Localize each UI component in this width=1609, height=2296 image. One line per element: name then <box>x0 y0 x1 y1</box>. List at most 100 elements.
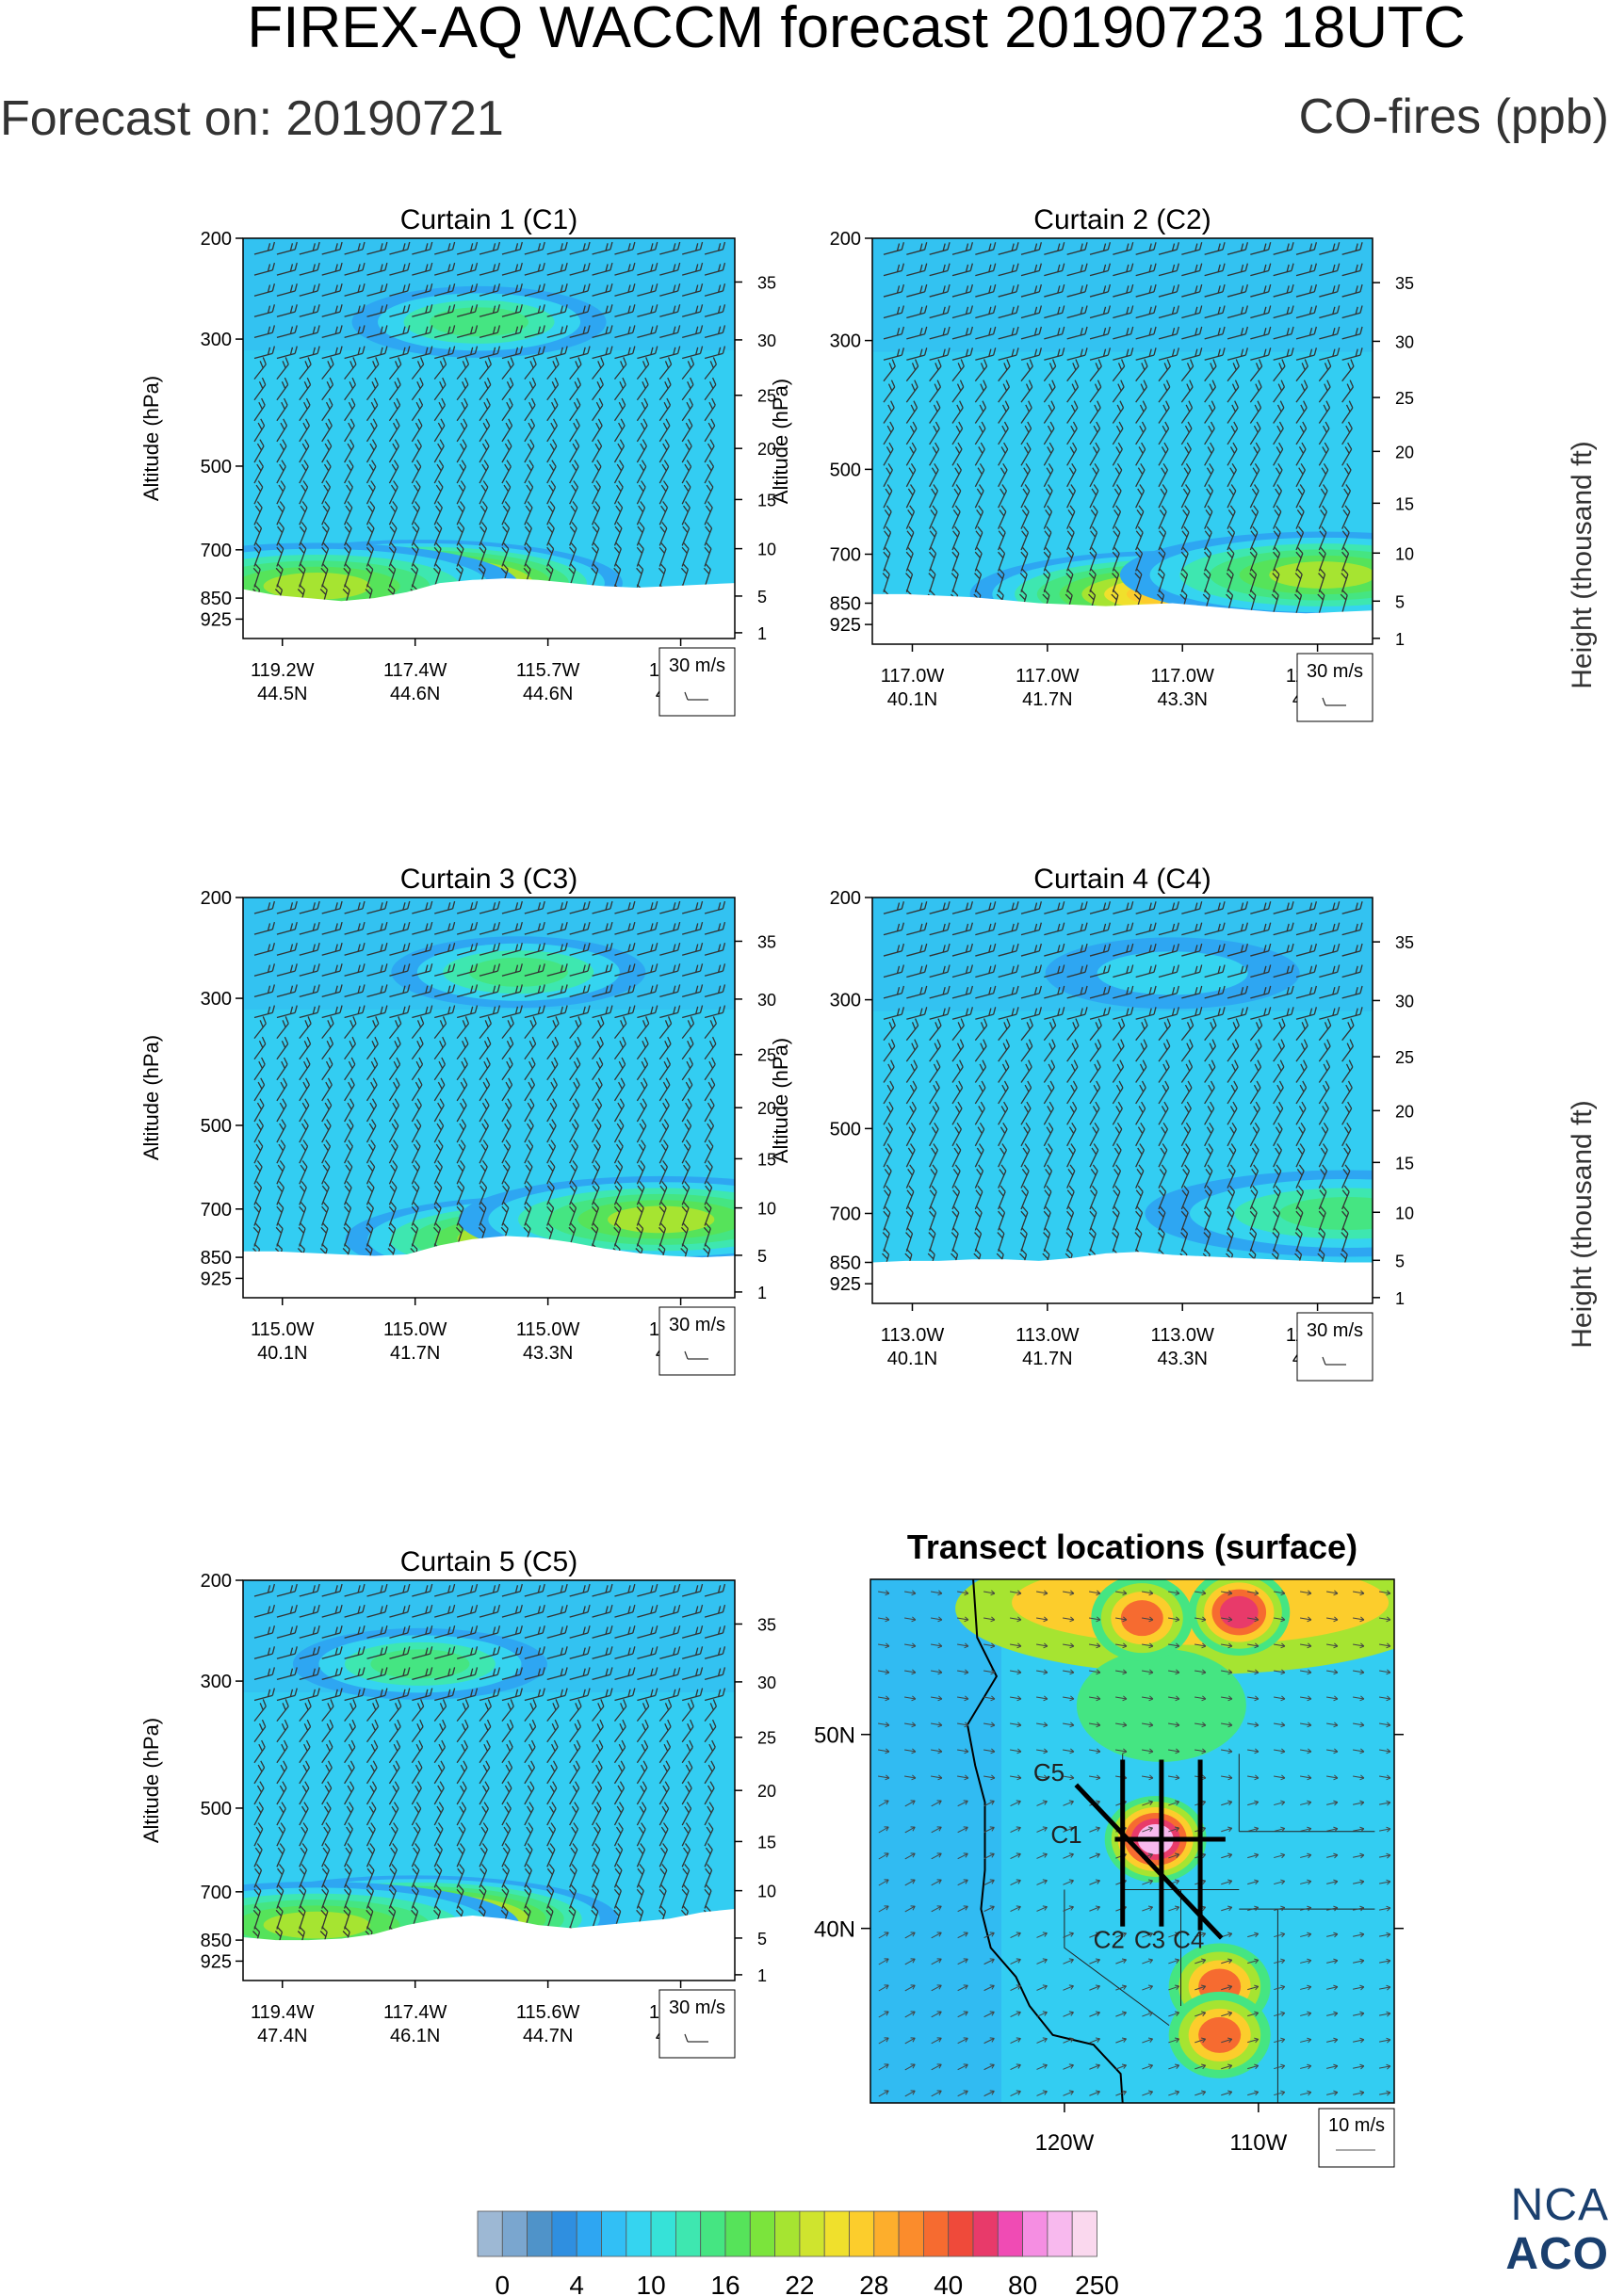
wind-barb <box>1273 1080 1284 1105</box>
wind-arrow <box>1379 1642 1391 1649</box>
wind-barb <box>546 1005 568 1019</box>
wind-barb <box>253 357 267 380</box>
wind-barb <box>1135 305 1157 319</box>
wind-barb <box>592 262 613 276</box>
wind-arrow <box>1274 1669 1286 1675</box>
wind-arrow <box>1274 2063 1286 2070</box>
wind-arrow <box>1221 1642 1233 1649</box>
wind-barb <box>1158 326 1179 340</box>
wind-arrow <box>1089 2037 1100 2044</box>
wind-barb <box>569 1005 591 1019</box>
wind-barb <box>388 397 401 422</box>
wind-barb <box>456 1036 469 1060</box>
wind-arrow <box>1168 1932 1180 1938</box>
y2-tick-label: 20 <box>1395 443 1414 461</box>
wind-barb <box>569 397 581 422</box>
wind-barb <box>636 501 646 525</box>
wind-barb <box>479 1864 488 1888</box>
wind-barb <box>1295 901 1317 914</box>
wind-barb <box>704 522 713 546</box>
wind-barb <box>951 901 973 914</box>
wind-barb <box>637 1604 658 1618</box>
wind-barb <box>389 1646 411 1659</box>
wind-barb <box>276 418 288 443</box>
wind-barb <box>1044 263 1065 277</box>
wind-arrow <box>1142 1958 1154 1965</box>
wind-barb <box>998 380 1011 403</box>
plume-contour <box>430 307 529 337</box>
wind-barb <box>636 1802 647 1826</box>
wind-barb <box>344 325 366 339</box>
wind-barb <box>299 1160 308 1185</box>
wind-barb <box>456 1077 468 1102</box>
wind-barb <box>1249 1227 1258 1253</box>
y2-tick-label: 15 <box>1395 494 1414 513</box>
wind-barb <box>569 1781 580 1805</box>
page-title: FIREX-AQ WACCM forecast 20190723 18UTC <box>247 0 1466 60</box>
wind-barb <box>1204 1164 1213 1188</box>
wind-barb <box>479 460 490 484</box>
wind-barb <box>389 1667 411 1681</box>
wind-barb <box>388 1739 401 1764</box>
map-y-tick-label: 40N <box>814 1917 855 1943</box>
wind-barb <box>501 522 511 546</box>
wind-barb <box>524 1822 534 1847</box>
wind-barb <box>524 963 545 977</box>
wind-barb <box>1273 442 1284 466</box>
wind-barb <box>906 242 928 255</box>
wind-arrow <box>1247 1722 1260 1728</box>
wind-barb <box>546 1646 568 1659</box>
wind-arrow <box>1089 1958 1100 1965</box>
wind-barb <box>636 1077 648 1102</box>
y-tick-label: 700 <box>830 1204 861 1224</box>
wind-arrow <box>1326 1642 1339 1649</box>
wind-barb <box>546 1688 568 1702</box>
wind-barb <box>1341 964 1363 978</box>
y2-tick-label: 30 <box>757 991 776 1010</box>
wind-barb <box>1135 1059 1147 1083</box>
y2-tick-label: 15 <box>757 491 776 509</box>
wind-arrow <box>1010 1748 1022 1754</box>
wind-barb <box>1043 359 1057 382</box>
colorbar-swatch <box>501 2210 528 2257</box>
plot-frame <box>242 1579 736 1981</box>
wind-arrow <box>1300 1958 1312 1965</box>
wind-barb <box>479 1739 491 1764</box>
wind-barb <box>1066 525 1075 551</box>
curtain-field <box>243 897 735 1298</box>
wind-barb <box>479 1760 491 1785</box>
wind-barb <box>906 922 928 936</box>
wind-barb <box>299 1760 310 1785</box>
y2-tick-label: 10 <box>1395 1204 1414 1222</box>
wind-barb <box>434 283 456 297</box>
wind-barb <box>546 480 557 505</box>
wind-barb <box>929 964 951 978</box>
colorbar-label: 0 <box>496 2271 511 2296</box>
wind-barb <box>253 325 275 339</box>
wind-arrow <box>1379 1748 1391 1754</box>
wind-barb <box>1319 1007 1341 1020</box>
wind-barb <box>1319 964 1341 978</box>
wind-arrow <box>1353 1616 1365 1623</box>
wind-barb <box>682 1625 704 1639</box>
curtain-field <box>243 238 735 639</box>
wind-barb <box>524 1739 536 1764</box>
y-tick-label: 300 <box>201 1672 232 1692</box>
wind-barb <box>1089 922 1111 936</box>
wind-barb <box>613 1077 626 1102</box>
wind-barb <box>613 501 624 525</box>
wind-arrow <box>1274 1642 1286 1649</box>
wind-barb <box>613 1016 627 1040</box>
wind-barb <box>883 1185 892 1210</box>
wind-barb <box>388 377 401 401</box>
wind-barb <box>366 1688 388 1702</box>
wind-barb <box>524 397 536 422</box>
wind-barb <box>998 1101 1009 1125</box>
wind-barb <box>1089 242 1111 255</box>
wind-barb <box>456 984 479 998</box>
x-tick-lat: 43.3N <box>1158 1349 1208 1369</box>
wind-barb <box>1020 964 1042 978</box>
y2-tick-label: 25 <box>1395 1048 1414 1067</box>
wind-arrow <box>1036 1958 1048 1965</box>
wind-arrow <box>983 1826 995 1834</box>
